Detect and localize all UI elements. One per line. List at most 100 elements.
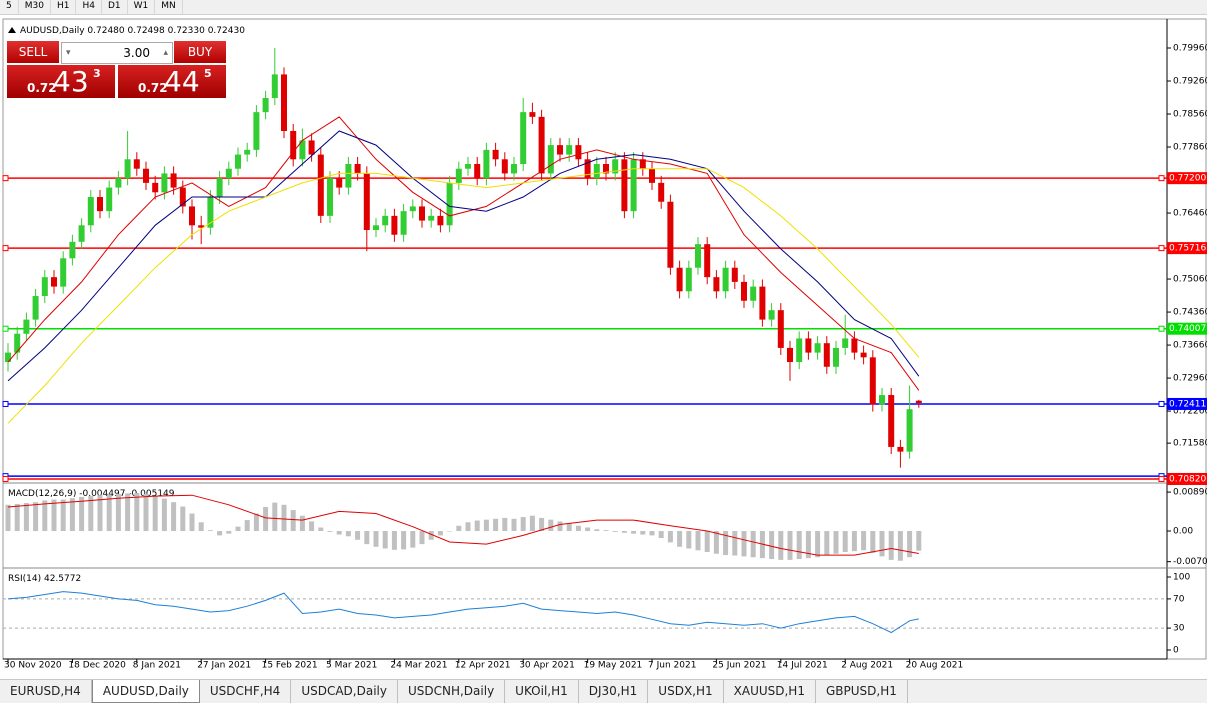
- macd-bar: [79, 496, 85, 532]
- candle-body: [253, 112, 260, 150]
- y-tick-label: 0.74360: [1173, 308, 1207, 318]
- y-tick-label: 0.72960: [1173, 374, 1207, 384]
- macd-bar: [401, 531, 407, 550]
- candle-body: [115, 178, 122, 188]
- macd-bar: [382, 531, 388, 549]
- buy-button[interactable]: BUY: [174, 41, 226, 63]
- macd-bar: [713, 531, 719, 554]
- macd-bar: [410, 531, 416, 548]
- candle-body: [842, 338, 849, 348]
- macd-bar: [631, 531, 637, 534]
- candle-body: [814, 343, 821, 353]
- buy-price[interactable]: 0.72 44 5: [118, 65, 226, 98]
- macd-bar: [299, 515, 305, 532]
- x-tick-label: 2 Aug 2021: [841, 661, 893, 671]
- timeframe-button[interactable]: D1: [102, 0, 128, 14]
- macd-bar: [815, 531, 821, 558]
- y-tick-label: 0.79260: [1173, 77, 1207, 87]
- x-tick-label: 8 Jan 2021: [133, 661, 181, 671]
- macd-bar: [51, 499, 57, 532]
- timeframe-button[interactable]: H4: [76, 0, 102, 14]
- candle-body: [833, 347, 839, 367]
- timeframe-button[interactable]: 5: [0, 0, 19, 14]
- candle-body: [695, 244, 701, 268]
- candle-body: [5, 352, 11, 363]
- chart-tab[interactable]: USDCAD,Daily: [291, 680, 398, 703]
- chart-tab[interactable]: GBPUSD,H1: [816, 680, 908, 703]
- candle-body: [391, 215, 398, 235]
- chart-tab[interactable]: USDCNH,Daily: [398, 680, 506, 703]
- macd-bar: [916, 531, 922, 551]
- candle-body: [529, 112, 536, 117]
- x-tick-label: 24 Mar 2021: [390, 661, 447, 671]
- chart-tab[interactable]: UKOil,H1: [505, 680, 579, 703]
- macd-bar: [511, 518, 517, 532]
- candle-body: [354, 164, 361, 174]
- candle-body: [630, 159, 637, 212]
- macd-bar: [704, 531, 710, 553]
- lot-input[interactable]: ▾ 3.00 ▴: [61, 42, 173, 64]
- y-tick-label: 0.72260: [1173, 407, 1207, 417]
- sell-button[interactable]: SELL: [7, 41, 59, 63]
- macd-bar: [244, 520, 250, 532]
- candle-body: [547, 145, 554, 174]
- candle-body: [400, 211, 407, 235]
- timeframe-button[interactable]: W1: [128, 0, 156, 14]
- macd-bar: [769, 531, 775, 560]
- candle-body: [41, 277, 48, 297]
- chart-tab[interactable]: DJ30,H1: [579, 680, 649, 703]
- macd-bar: [907, 531, 913, 558]
- chart-tab[interactable]: USDCHF,H4: [200, 680, 292, 703]
- level-handle: [2, 475, 9, 482]
- candle-body: [511, 164, 517, 174]
- chart-tab[interactable]: EURUSD,H4: [0, 680, 92, 703]
- chart-tab[interactable]: USDX,H1: [648, 680, 724, 703]
- macd-bar: [106, 494, 112, 532]
- candle-body: [281, 74, 287, 131]
- candle-body: [768, 310, 775, 320]
- macd-bar: [649, 531, 655, 536]
- macd-bar: [686, 531, 692, 549]
- candle-body: [161, 173, 168, 193]
- rsi-line: [7, 591, 919, 634]
- candle-body: [189, 206, 195, 226]
- macd-bar: [741, 531, 747, 557]
- candle-body: [106, 187, 113, 212]
- lot-up[interactable]: ▴: [163, 48, 168, 58]
- candle-body: [888, 395, 895, 447]
- timeframe-button[interactable]: MN: [155, 0, 183, 14]
- header-high: 0.72498: [128, 26, 165, 36]
- y-tick-label: 0.71580: [1173, 439, 1207, 449]
- candle-body: [317, 154, 324, 216]
- lot-value: 3.00: [123, 46, 150, 60]
- candle-body: [575, 145, 582, 160]
- timeframe-button[interactable]: M30: [19, 0, 51, 14]
- candle-body: [69, 241, 76, 259]
- macd-bar: [88, 496, 94, 532]
- rsi-header: RSI(14) 42.5772: [8, 574, 81, 584]
- chart-tab[interactable]: AUDUSD,Daily: [91, 680, 200, 703]
- candle-body: [593, 164, 600, 179]
- macd-bar: [621, 531, 627, 533]
- macd-bar: [253, 513, 259, 532]
- macd-bar: [824, 531, 830, 556]
- level-handle: [1158, 325, 1165, 332]
- level-label: 0.70820: [1169, 474, 1206, 484]
- chart-tab[interactable]: XAUUSD,H1: [724, 680, 816, 703]
- level-handle: [1158, 400, 1165, 407]
- macd-bar: [603, 530, 609, 532]
- candle-body: [271, 74, 278, 98]
- y-tick-label: 0.76460: [1173, 209, 1207, 219]
- header-low: 0.72330: [168, 26, 205, 36]
- timeframe-button[interactable]: H1: [51, 0, 77, 14]
- candle-body: [731, 267, 738, 282]
- sell-price[interactable]: 0.72 43 3: [7, 65, 115, 98]
- lot-down[interactable]: ▾: [66, 48, 71, 58]
- y-tick-label: 0.008904: [1173, 488, 1207, 498]
- macd-bar: [198, 522, 204, 532]
- candle-body: [676, 267, 683, 292]
- x-tick-label: 25 Jun 2021: [712, 661, 766, 671]
- y-tick-label: 70: [1173, 594, 1185, 604]
- macd-bar: [437, 531, 443, 536]
